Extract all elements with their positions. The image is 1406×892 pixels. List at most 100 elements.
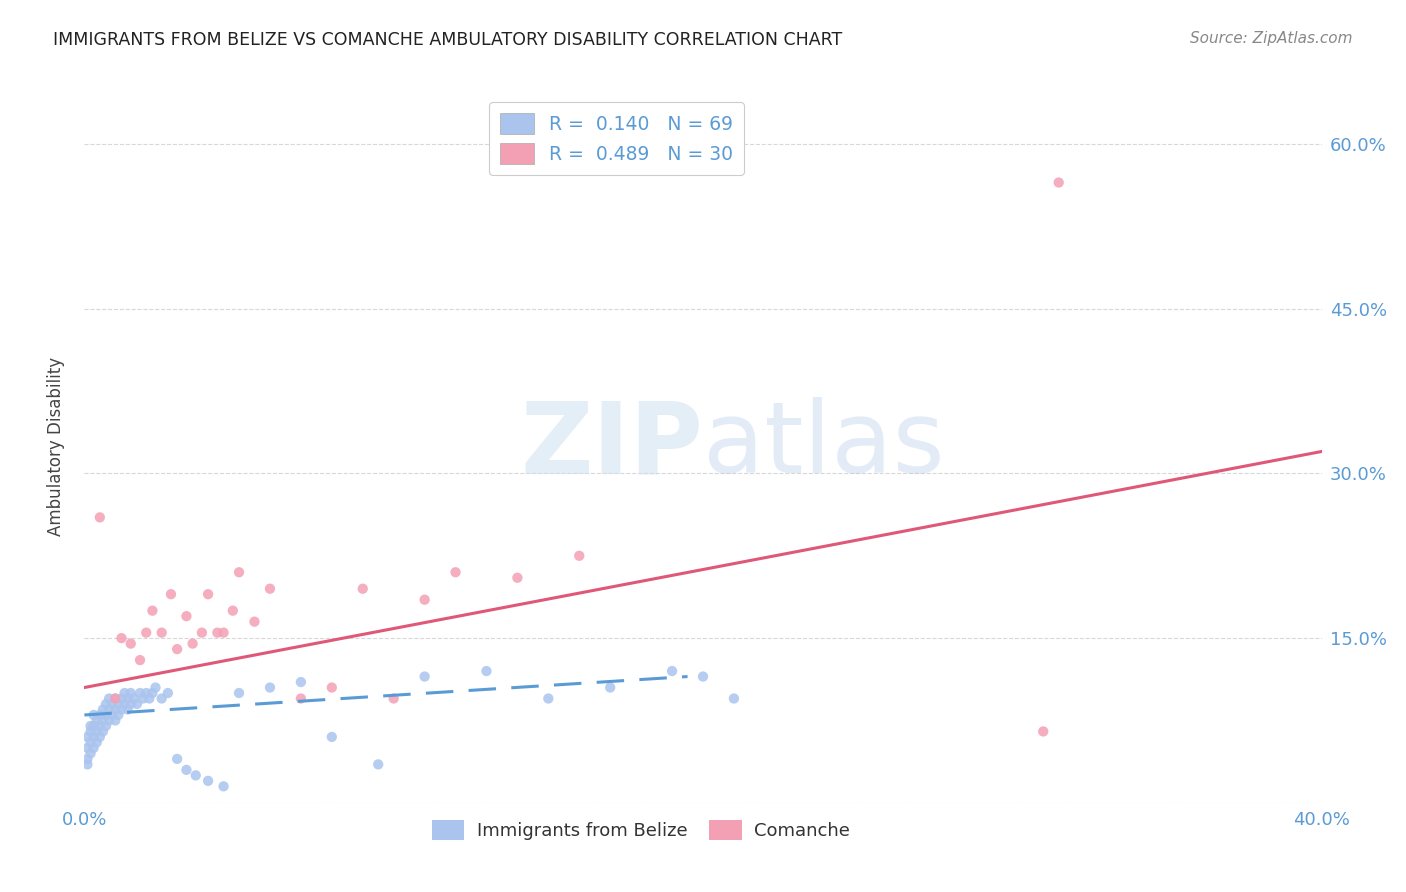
Point <box>661 664 683 678</box>
Point <box>89 708 111 723</box>
Point <box>176 763 198 777</box>
Point <box>114 697 136 711</box>
Point <box>382 691 405 706</box>
Point <box>94 719 117 733</box>
Point <box>91 702 114 716</box>
Point <box>135 625 157 640</box>
Point <box>259 681 281 695</box>
Point <box>79 724 101 739</box>
Point <box>166 752 188 766</box>
Text: Source: ZipAtlas.com: Source: ZipAtlas.com <box>1189 31 1353 46</box>
Point <box>321 730 343 744</box>
Point <box>89 510 111 524</box>
Point <box>506 571 529 585</box>
Point <box>117 702 139 716</box>
Point <box>110 691 132 706</box>
Point <box>723 691 745 706</box>
Point <box>166 642 188 657</box>
Point <box>117 691 139 706</box>
Text: IMMIGRANTS FROM BELIZE VS COMANCHE AMBULATORY DISABILITY CORRELATION CHART: IMMIGRANTS FROM BELIZE VS COMANCHE AMBUL… <box>53 31 842 49</box>
Point <box>259 582 281 596</box>
Point <box>76 740 98 755</box>
Point <box>76 730 98 744</box>
Point <box>1047 176 1070 190</box>
Point <box>222 604 245 618</box>
Point <box>83 719 105 733</box>
Point <box>129 686 152 700</box>
Point <box>207 625 229 640</box>
Point <box>76 752 98 766</box>
Point <box>86 724 108 739</box>
Point <box>1032 724 1054 739</box>
Point <box>120 697 142 711</box>
Point <box>599 681 621 695</box>
Point <box>107 697 129 711</box>
Point <box>138 691 160 706</box>
Point <box>290 675 312 690</box>
Point <box>120 686 142 700</box>
Point <box>83 730 105 744</box>
Point <box>141 686 163 700</box>
Point <box>79 735 101 749</box>
Point <box>91 724 114 739</box>
Point <box>89 719 111 733</box>
Point <box>184 768 207 782</box>
Point <box>114 686 136 700</box>
Point <box>91 714 114 728</box>
Point <box>150 691 173 706</box>
Point <box>120 637 142 651</box>
Point <box>413 669 436 683</box>
Point <box>86 735 108 749</box>
Point <box>104 714 127 728</box>
Point <box>79 747 101 761</box>
Point <box>98 714 121 728</box>
Point <box>101 708 124 723</box>
Point <box>692 669 714 683</box>
Point <box>212 625 235 640</box>
Point <box>94 697 117 711</box>
Point <box>76 757 98 772</box>
Point <box>197 587 219 601</box>
Point <box>181 637 204 651</box>
Point <box>156 686 179 700</box>
Point <box>176 609 198 624</box>
Point <box>444 566 467 580</box>
Point <box>290 691 312 706</box>
Point <box>132 691 155 706</box>
Text: ZIP: ZIP <box>520 398 703 494</box>
Point <box>321 681 343 695</box>
Point <box>197 773 219 788</box>
Point <box>94 708 117 723</box>
Point <box>160 587 183 601</box>
Point <box>352 582 374 596</box>
Point <box>89 730 111 744</box>
Point <box>228 566 250 580</box>
Point <box>104 691 127 706</box>
Point <box>110 631 132 645</box>
Point <box>104 702 127 716</box>
Point <box>104 691 127 706</box>
Point <box>101 697 124 711</box>
Point <box>122 691 145 706</box>
Point <box>79 719 101 733</box>
Point <box>86 714 108 728</box>
Point <box>141 604 163 618</box>
Point <box>537 691 560 706</box>
Point <box>150 625 173 640</box>
Y-axis label: Ambulatory Disability: Ambulatory Disability <box>46 357 65 535</box>
Point <box>129 653 152 667</box>
Point <box>83 708 105 723</box>
Point <box>475 664 498 678</box>
Point <box>212 780 235 794</box>
Point <box>98 691 121 706</box>
Point <box>125 697 148 711</box>
Text: atlas: atlas <box>703 398 945 494</box>
Point <box>98 702 121 716</box>
Point <box>83 740 105 755</box>
Legend: Immigrants from Belize, Comanche: Immigrants from Belize, Comanche <box>425 813 858 847</box>
Point <box>413 592 436 607</box>
Point <box>243 615 266 629</box>
Point <box>110 702 132 716</box>
Point <box>135 686 157 700</box>
Point <box>367 757 389 772</box>
